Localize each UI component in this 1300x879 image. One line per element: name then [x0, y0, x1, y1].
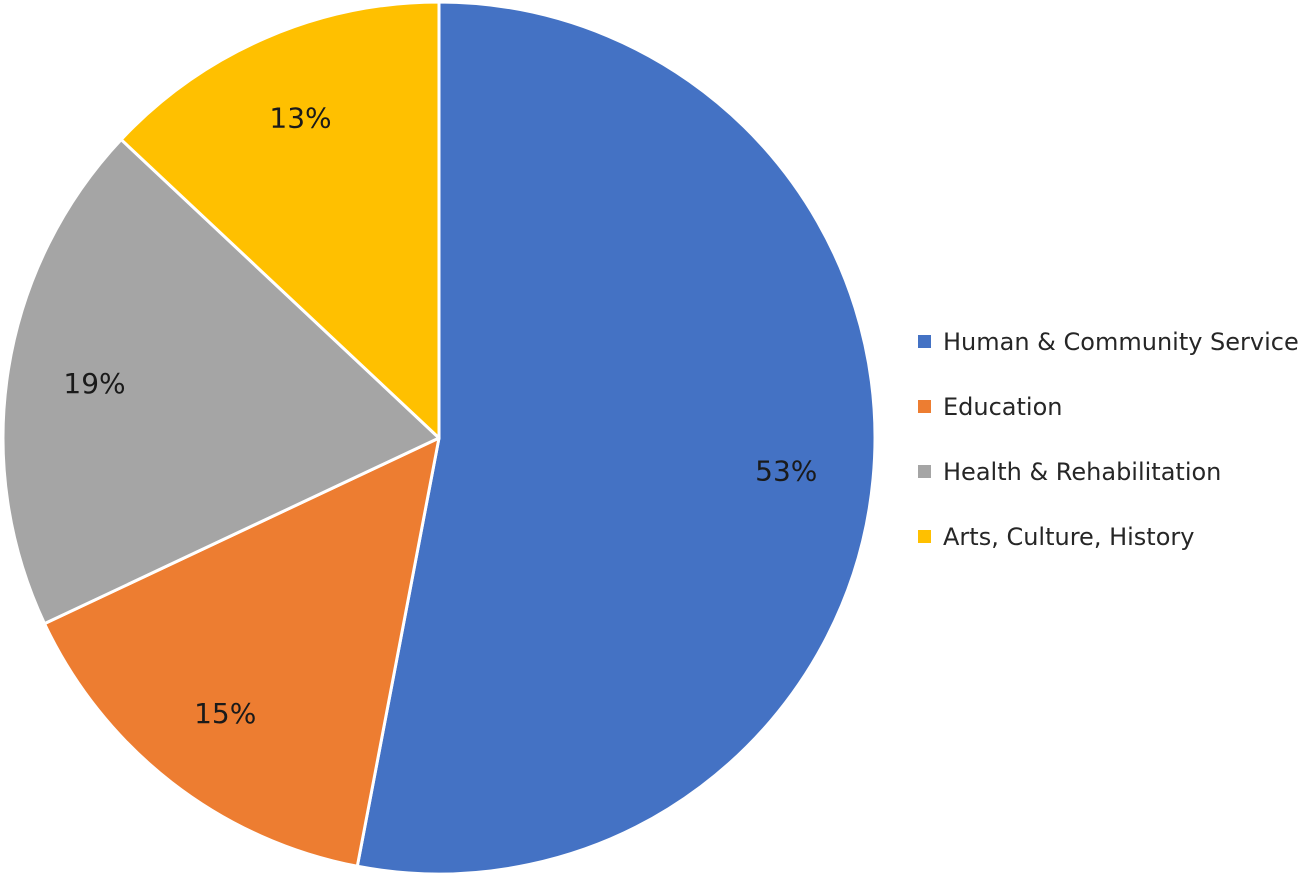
legend-label: Human & Community Service — [943, 327, 1299, 356]
data-label-health-rehabilitation: 19% — [63, 367, 125, 400]
pie-slice-arts-culture-history — [119, 0, 441, 440]
data-label-human-community-service: 53% — [755, 454, 817, 487]
pie-slice-education — [43, 436, 441, 868]
legend-item-human-community-service: Human & Community Service — [918, 322, 1300, 361]
legend-label: Arts, Culture, History — [943, 522, 1195, 551]
pie-slice-health-rehabilitation — [1, 138, 441, 626]
legend-item-education: Education — [918, 387, 1300, 426]
pie-slice-human-community-service — [355, 0, 877, 876]
legend-swatch — [918, 465, 931, 478]
data-label-arts-culture-history: 13% — [269, 101, 331, 134]
legend-item-arts-culture-history: Arts, Culture, History — [918, 517, 1300, 556]
legend-swatch — [918, 400, 931, 413]
legend-label: Health & Rehabilitation — [943, 457, 1222, 486]
data-label-education: 15% — [194, 697, 256, 730]
pie-data-labels: 53% 15% 19% 13% — [63, 101, 817, 730]
chart-legend: Human & Community Service Education Heal… — [918, 322, 1300, 582]
pie-slices — [1, 0, 877, 876]
legend-swatch — [918, 530, 931, 543]
legend-item-health-rehabilitation: Health & Rehabilitation — [918, 452, 1300, 491]
legend-label: Education — [943, 392, 1063, 421]
legend-swatch — [918, 335, 931, 348]
